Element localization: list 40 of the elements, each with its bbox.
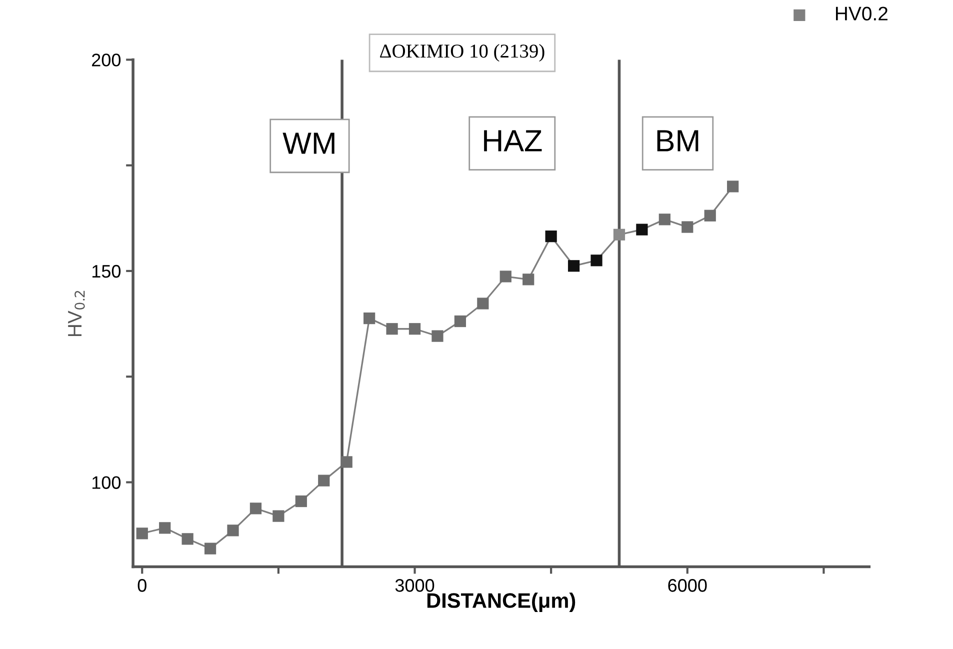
- point: [500, 270, 512, 282]
- point: [272, 510, 284, 522]
- point: [613, 228, 626, 240]
- point: [227, 524, 239, 536]
- point: [318, 474, 330, 486]
- point: [204, 542, 216, 554]
- point: [136, 528, 148, 540]
- x-tick-label: 0: [138, 579, 146, 592]
- y-tick-label: 100: [92, 476, 121, 489]
- point: [340, 456, 352, 468]
- point: [295, 495, 307, 508]
- point: [658, 214, 670, 226]
- point: [522, 274, 534, 286]
- y-tick-label: 150: [92, 264, 121, 278]
- point: [408, 323, 421, 335]
- y-axis-title: HV$_{0.2}$: [68, 290, 85, 336]
- y-tick-label: 200: [92, 54, 121, 66]
- point: [454, 315, 466, 328]
- point: [636, 224, 648, 236]
- annotation: WM: [282, 132, 334, 154]
- annotation: HAZ: [484, 130, 542, 152]
- x-axis-title: DISTANCE(μm): [427, 592, 576, 612]
- point: [182, 533, 194, 545]
- point: [568, 260, 580, 272]
- point: [590, 254, 602, 266]
- point: [682, 221, 694, 233]
- point: [727, 180, 739, 192]
- x-tick-label: 6000: [668, 579, 707, 592]
- point: [386, 323, 398, 335]
- point: [250, 502, 262, 514]
- chart-title: ΔOKIMIO 10 (2139): [380, 44, 544, 62]
- point: [364, 312, 376, 324]
- point: [545, 230, 557, 242]
- point: [704, 210, 716, 222]
- x-tick-label: 3000: [395, 579, 434, 592]
- point: [477, 298, 489, 310]
- annotation: BM: [657, 130, 698, 152]
- point: [159, 522, 171, 534]
- point: [432, 330, 444, 342]
- legend-label: HV0.2: [836, 6, 888, 20]
